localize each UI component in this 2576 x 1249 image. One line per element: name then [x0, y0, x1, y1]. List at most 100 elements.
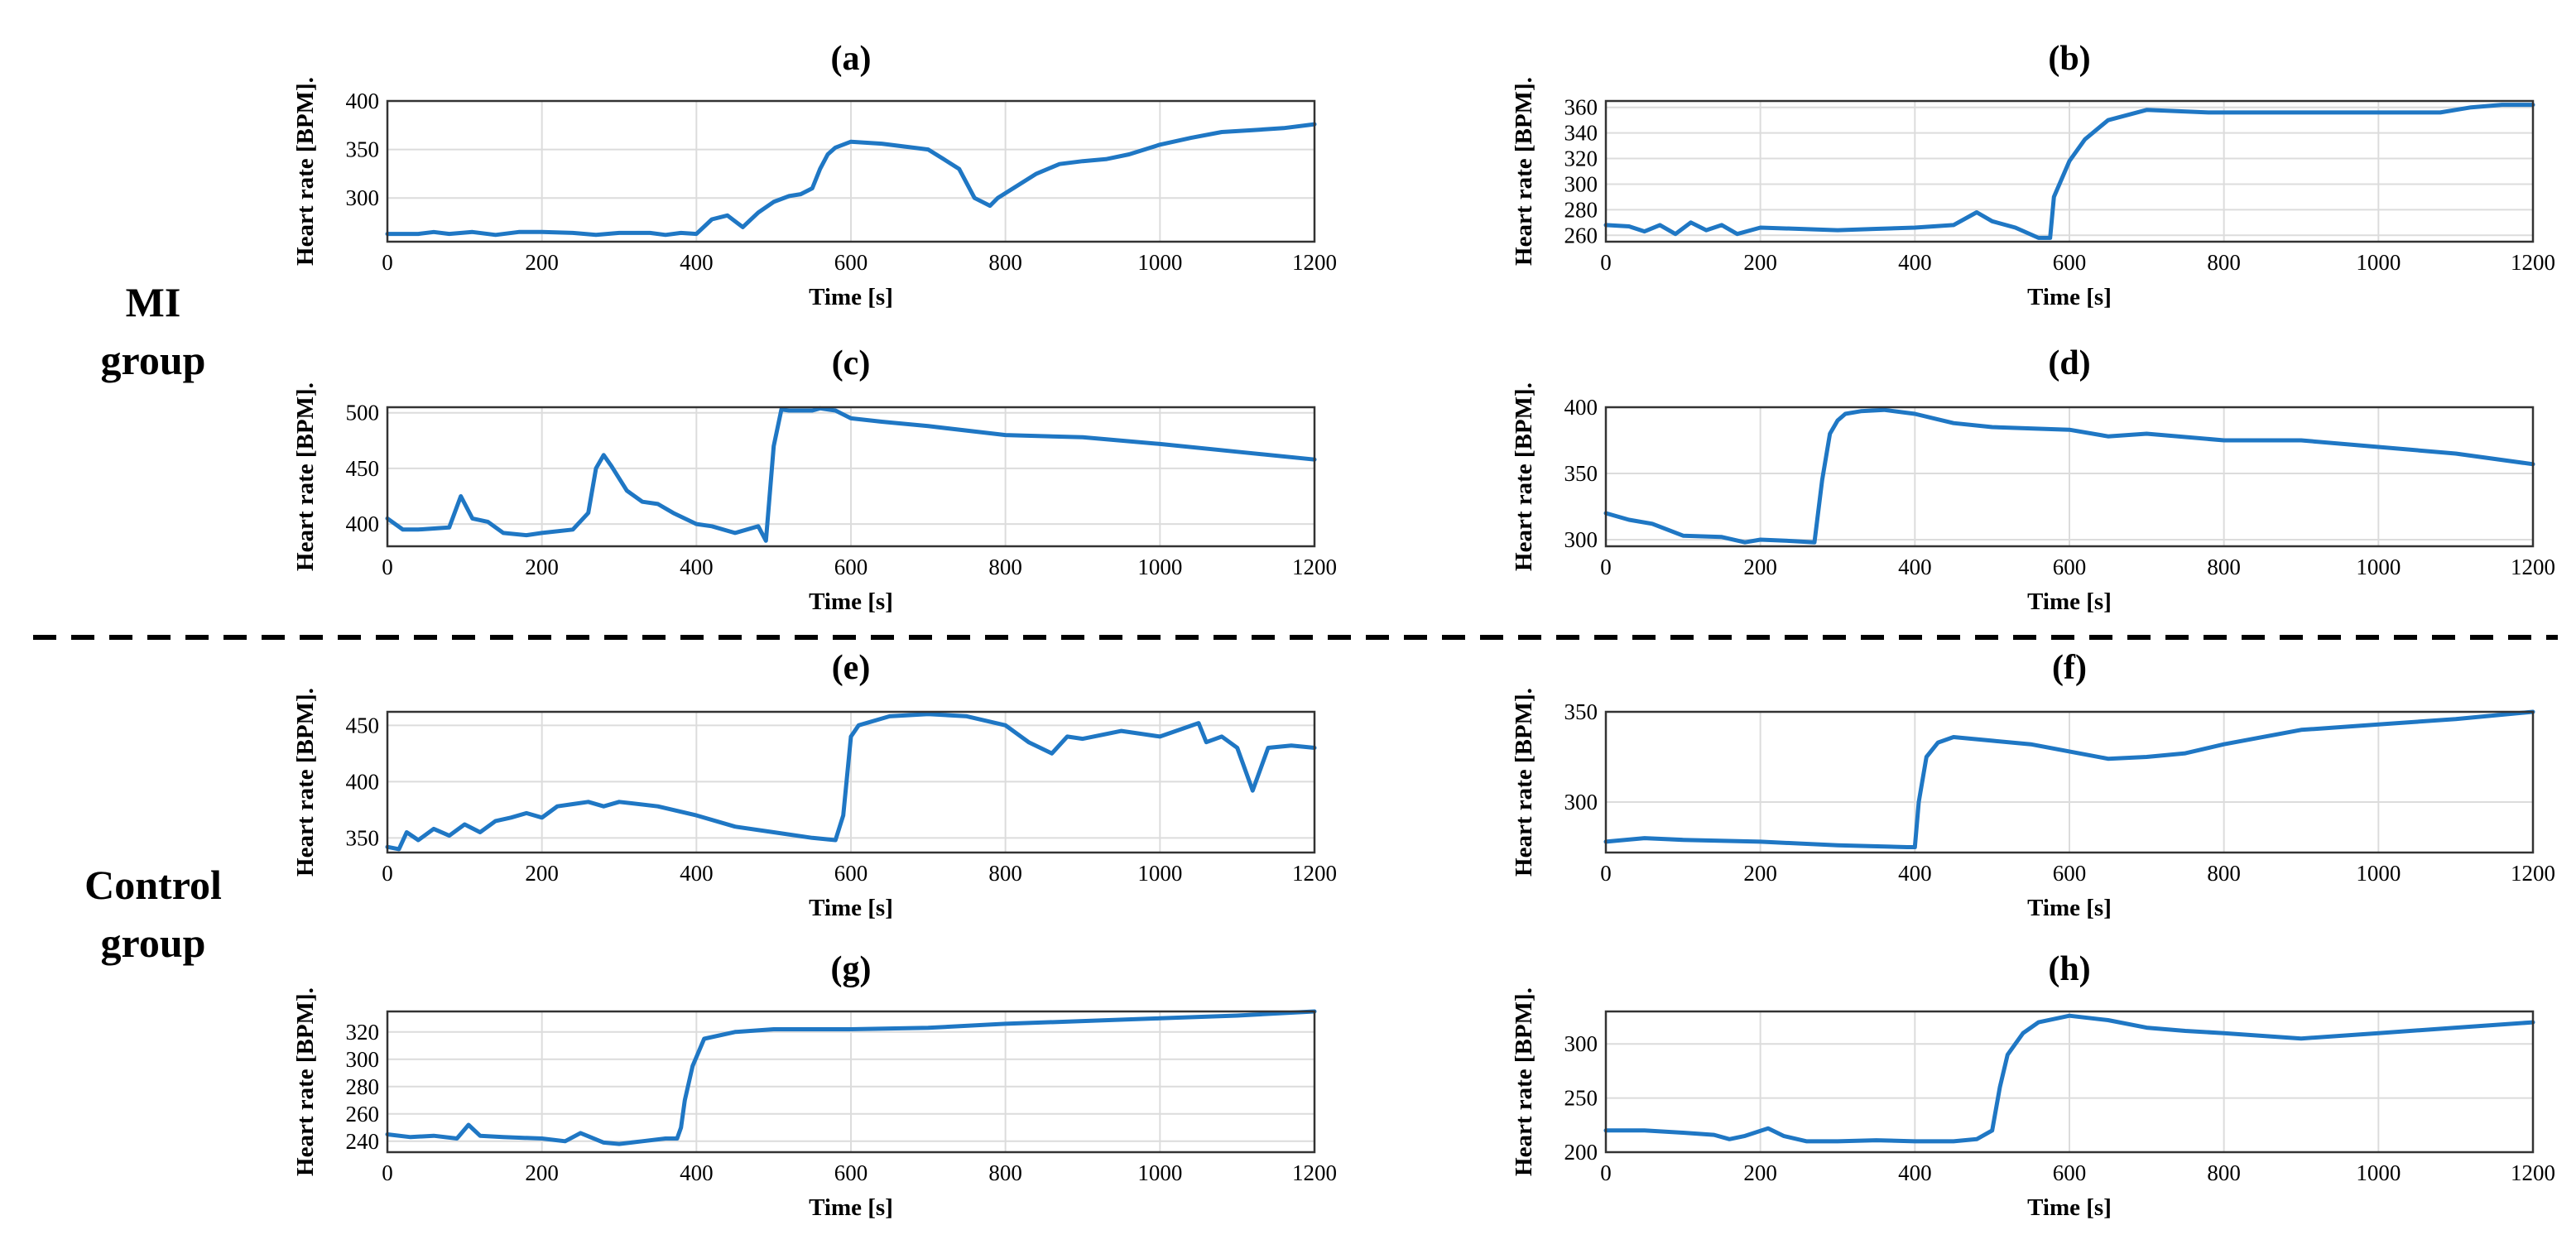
x-tick-label: 800: [2207, 1160, 2241, 1185]
y-axis-title: Heart rate [BPM].: [292, 382, 319, 571]
control-group-label-line1: Control: [84, 862, 222, 908]
x-tick-label: 1200: [2511, 861, 2555, 886]
chart-panel-e: 0 200 400 600 800 1000 1200 350 400 450 (e) Time [s…: [292, 649, 1337, 921]
x-tick-label: 200: [1743, 1160, 1777, 1185]
chart-title: (d): [2048, 344, 2090, 382]
plot-frame: [1604, 99, 2535, 243]
plot-frame: [1604, 1010, 2535, 1154]
y-tick-label: 400: [346, 769, 380, 794]
x-tick-label: 800: [2207, 250, 2241, 275]
x-tick-label: 1200: [1292, 1160, 1337, 1185]
x-tick-label: 200: [1743, 555, 1777, 579]
x-tick-label: 1200: [1292, 555, 1337, 579]
y-tick-label: 350: [346, 137, 380, 162]
x-tick-label: 800: [988, 555, 1022, 579]
x-tick-label: 0: [382, 861, 393, 886]
plot-frame: [386, 406, 1316, 548]
chart-title: (a): [831, 40, 872, 78]
x-tick-label: 0: [1600, 555, 1612, 579]
x-tick-label: 600: [2053, 861, 2087, 886]
x-tick-label: 1200: [2511, 250, 2555, 275]
x-tick-label: 400: [1898, 250, 1932, 275]
x-tick-label: 1200: [2511, 555, 2555, 579]
y-tick-label: 500: [346, 401, 380, 425]
x-tick-label: 800: [2207, 861, 2241, 886]
x-tick-label: 200: [525, 555, 559, 579]
x-tick-label: 1000: [2356, 250, 2401, 275]
x-tick-label: 200: [525, 861, 559, 886]
x-tick-label: 800: [988, 1160, 1022, 1185]
series-line-h: [1603, 1013, 2535, 1144]
x-tick-label: 600: [2053, 555, 2087, 579]
x-tick-label: 400: [1898, 1160, 1932, 1185]
plot-frame: [1604, 406, 2535, 548]
x-tick-label: 400: [680, 861, 714, 886]
chart-panel-d: 0 200 400 600 800 1000 1200 300 350 400 (d) Time [s…: [1511, 344, 2555, 615]
x-axis-title: Time [s]: [809, 284, 893, 310]
x-tick-label: 200: [1743, 250, 1777, 275]
y-tick-label: 300: [1564, 790, 1598, 814]
y-tick-label: 300: [1564, 1031, 1598, 1056]
y-axis-title: Heart rate [BPM].: [292, 77, 319, 266]
series-line-f: [1603, 709, 2535, 849]
y-tick-label: 250: [1564, 1086, 1598, 1111]
x-axis-title: Time [s]: [809, 588, 893, 615]
y-axis-title: Heart rate [BPM].: [1511, 987, 1537, 1176]
x-tick-label: 200: [525, 250, 559, 275]
plot-frame: [386, 710, 1316, 854]
x-tick-label: 600: [834, 250, 868, 275]
y-tick-label: 260: [346, 1102, 380, 1127]
x-tick-label: 800: [2207, 555, 2241, 579]
y-tick-label: 240: [346, 1129, 380, 1154]
x-tick-label: 0: [1600, 1160, 1612, 1185]
x-tick-label: 1000: [2356, 861, 2401, 886]
y-tick-label: 350: [346, 825, 380, 850]
y-tick-label: 400: [346, 512, 380, 536]
chart-title: (f): [2052, 649, 2087, 687]
x-tick-label: 1000: [1137, 555, 1182, 579]
x-tick-label: 0: [382, 555, 393, 579]
chart-title: (b): [2048, 40, 2090, 78]
y-tick-label: 260: [1564, 223, 1598, 247]
x-tick-label: 0: [382, 250, 393, 275]
x-axis-title: Time [s]: [2027, 1194, 2112, 1221]
y-tick-label: 320: [1564, 147, 1598, 171]
x-tick-label: 400: [1898, 861, 1932, 886]
series-line-c: [385, 406, 1317, 543]
y-axis-title: Heart rate [BPM].: [292, 688, 319, 877]
x-tick-label: 0: [1600, 861, 1612, 886]
chart-title: (c): [832, 344, 871, 382]
x-tick-label: 400: [1898, 555, 1932, 579]
x-tick-label: 400: [680, 1160, 714, 1185]
y-tick-label: 300: [1564, 171, 1598, 196]
x-tick-label: 800: [988, 250, 1022, 275]
y-tick-label: 350: [1564, 461, 1598, 486]
plot-frame: [386, 1010, 1316, 1154]
y-axis-title: Heart rate [BPM].: [1511, 77, 1537, 266]
chart-panel-a: 0 200 400 600 800 1000 1200 300 350 400 (a) Time [s…: [292, 40, 1337, 310]
x-tick-label: 1000: [1137, 861, 1182, 886]
mi-group-label-line1: MI: [126, 279, 181, 325]
x-tick-label: 1200: [1292, 250, 1337, 275]
y-tick-label: 300: [346, 185, 380, 210]
y-tick-label: 340: [1564, 121, 1598, 146]
x-tick-label: 600: [834, 861, 868, 886]
series-line-g: [385, 1009, 1317, 1146]
y-axis-title: Heart rate [BPM].: [1511, 688, 1537, 877]
control-group-label-line2: group: [101, 920, 206, 966]
x-tick-label: 1200: [1292, 861, 1337, 886]
x-tick-label: 600: [2053, 250, 2087, 275]
x-axis-title: Time [s]: [809, 895, 893, 921]
y-tick-label: 450: [346, 456, 380, 481]
chart-panel-f: 0 200 400 600 800 1000 1200 300 350 (f) Time [s] He…: [1511, 649, 2555, 921]
x-tick-label: 200: [1743, 861, 1777, 886]
x-tick-label: 1000: [1137, 1160, 1182, 1185]
y-tick-label: 300: [346, 1047, 380, 1072]
x-tick-label: 1000: [1137, 250, 1182, 275]
y-tick-label: 320: [346, 1020, 380, 1045]
series-line-d: [1603, 407, 2535, 545]
y-tick-label: 200: [1564, 1140, 1598, 1165]
